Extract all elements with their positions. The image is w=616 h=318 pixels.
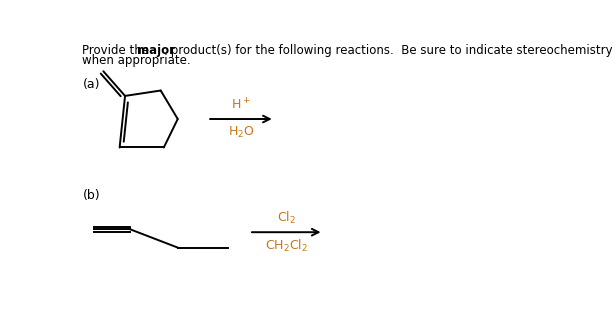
Text: Provide the: Provide the xyxy=(83,44,153,57)
Text: product(s) for the following reactions.  Be sure to indicate stereochemistry: product(s) for the following reactions. … xyxy=(167,44,612,57)
Text: H$^+$: H$^+$ xyxy=(231,98,251,113)
Text: major: major xyxy=(137,44,176,57)
Text: (b): (b) xyxy=(83,189,100,202)
Text: (a): (a) xyxy=(83,78,100,91)
Text: H$_2$O: H$_2$O xyxy=(228,125,254,140)
Text: when appropriate.: when appropriate. xyxy=(83,53,191,66)
Text: CH$_2$Cl$_2$: CH$_2$Cl$_2$ xyxy=(265,238,308,254)
Text: Cl$_2$: Cl$_2$ xyxy=(277,210,296,226)
